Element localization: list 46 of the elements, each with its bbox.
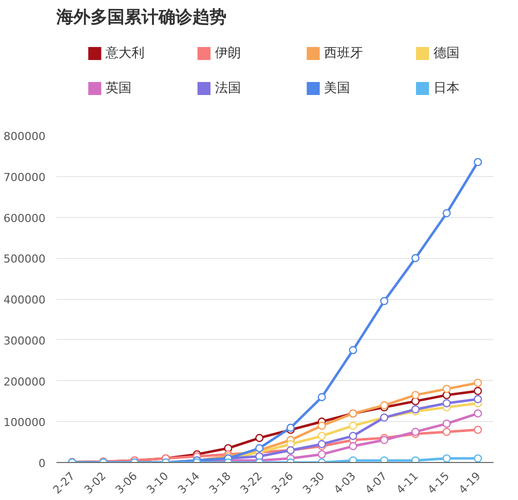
point xyxy=(380,456,388,462)
point xyxy=(442,420,451,428)
point xyxy=(380,296,388,306)
point xyxy=(442,399,451,408)
legend-label: 意大利 xyxy=(104,46,145,61)
point xyxy=(474,426,482,434)
y-tick-label: 100000 xyxy=(4,416,46,430)
point xyxy=(318,450,326,458)
point xyxy=(442,384,451,394)
y-tick-label: 400000 xyxy=(4,294,46,306)
point xyxy=(474,454,482,462)
point xyxy=(348,422,358,430)
point xyxy=(474,378,482,387)
y-tick-label: 300000 xyxy=(4,334,46,348)
legend-label: 德国 xyxy=(433,46,460,61)
point xyxy=(474,386,482,396)
point xyxy=(411,254,420,262)
point xyxy=(474,158,482,166)
point xyxy=(474,395,482,404)
y-tick-label: 0 xyxy=(38,457,46,470)
point xyxy=(348,432,358,440)
legend-label: 法国 xyxy=(214,81,241,96)
point xyxy=(255,434,264,442)
y-tick-label: 200000 xyxy=(4,375,46,388)
point xyxy=(348,456,358,462)
point xyxy=(442,209,451,218)
legend-label: 美国 xyxy=(324,80,350,96)
point xyxy=(411,390,420,400)
legend-label: 日本 xyxy=(433,81,460,96)
y-tick-label: 800000 xyxy=(4,130,46,143)
y-tick-label: 600000 xyxy=(4,212,46,225)
point xyxy=(348,346,358,354)
point xyxy=(442,428,451,436)
point xyxy=(318,432,326,440)
legend-label: 伊朗 xyxy=(214,45,241,61)
point xyxy=(442,454,451,462)
chart-title: 海外多国累计确诊趋势 xyxy=(56,8,226,28)
point xyxy=(318,393,326,402)
point xyxy=(474,409,482,418)
legend-label: 西班牙 xyxy=(324,46,364,61)
point xyxy=(411,456,420,462)
point xyxy=(348,442,358,450)
legend-label: 英国 xyxy=(106,81,132,96)
y-tick-label: 500000 xyxy=(4,252,46,266)
y-tick-label: 700000 xyxy=(4,170,46,184)
point xyxy=(318,422,326,430)
